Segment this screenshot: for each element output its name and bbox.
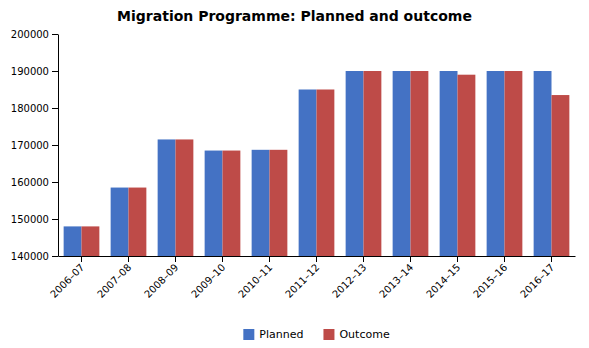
bar bbox=[393, 71, 411, 256]
y-tick-label: 150000 bbox=[11, 214, 49, 225]
x-tick-mark bbox=[175, 256, 176, 262]
legend-item: Planned bbox=[243, 328, 303, 341]
x-tick-mark bbox=[551, 256, 552, 262]
bar bbox=[487, 71, 505, 256]
bar bbox=[346, 71, 364, 256]
y-tick-mark bbox=[52, 256, 58, 257]
x-tick: 2014–15 bbox=[424, 256, 462, 300]
bar bbox=[205, 151, 223, 256]
legend-swatch bbox=[243, 329, 254, 340]
x-tick: 2013–14 bbox=[377, 256, 415, 300]
bar bbox=[440, 71, 458, 256]
x-tick-mark bbox=[410, 256, 411, 262]
y-tick: 160000 bbox=[11, 177, 58, 188]
legend: Planned Outcome bbox=[243, 328, 390, 341]
x-axis: 2006–072007–082008–092009–102010–112011–… bbox=[48, 256, 575, 300]
x-tick: 2012–13 bbox=[330, 256, 368, 300]
x-tick-label: 2014–15 bbox=[424, 262, 462, 300]
x-tick: 2011–12 bbox=[283, 256, 321, 300]
x-tick: 2006–07 bbox=[48, 256, 86, 300]
y-tick: 200000 bbox=[11, 29, 58, 40]
x-tick: 2007–08 bbox=[95, 256, 133, 300]
y-tick: 190000 bbox=[11, 66, 58, 77]
bar bbox=[364, 71, 382, 256]
y-tick-label: 200000 bbox=[11, 29, 49, 40]
x-tick: 2010–11 bbox=[236, 256, 274, 300]
bars bbox=[64, 71, 570, 256]
x-tick-label: 2008–09 bbox=[142, 262, 180, 300]
legend-label: Outcome bbox=[339, 328, 389, 341]
y-tick-mark bbox=[52, 219, 58, 220]
x-tick: 2008–09 bbox=[142, 256, 180, 300]
bar bbox=[223, 151, 241, 256]
bar bbox=[299, 90, 317, 257]
x-tick-label: 2013–14 bbox=[377, 262, 415, 300]
x-tick-label: 2011–12 bbox=[283, 262, 321, 300]
x-tick-label: 2007–08 bbox=[95, 262, 133, 300]
legend-item: Outcome bbox=[323, 328, 389, 341]
bar bbox=[64, 226, 82, 256]
x-tick-label: 2010–11 bbox=[236, 262, 274, 300]
x-tick-mark bbox=[316, 256, 317, 262]
bar bbox=[158, 139, 176, 256]
x-tick: 2015–16 bbox=[471, 256, 509, 300]
bar bbox=[534, 71, 552, 256]
y-tick-mark bbox=[52, 182, 58, 183]
bar-series bbox=[82, 71, 570, 256]
x-tick: 2009–10 bbox=[189, 256, 227, 300]
y-tick-mark bbox=[52, 71, 58, 72]
bar bbox=[458, 75, 476, 256]
x-tick-mark bbox=[457, 256, 458, 262]
bar bbox=[111, 188, 129, 256]
x-tick-mark bbox=[504, 256, 505, 262]
y-tick-label: 170000 bbox=[11, 140, 49, 151]
x-tick-label: 2006–07 bbox=[48, 262, 86, 300]
y-tick-label: 190000 bbox=[11, 66, 49, 77]
bar bbox=[252, 150, 270, 256]
y-tick-mark bbox=[52, 108, 58, 109]
legend-label: Planned bbox=[259, 328, 303, 341]
y-axis-line bbox=[58, 35, 59, 257]
x-tick-label: 2016–17 bbox=[518, 262, 556, 300]
x-tick-mark bbox=[81, 256, 82, 262]
x-tick-mark bbox=[222, 256, 223, 262]
x-tick-label: 2012–13 bbox=[330, 262, 368, 300]
bar bbox=[411, 71, 429, 256]
x-tick-mark bbox=[363, 256, 364, 262]
y-tick: 150000 bbox=[11, 214, 58, 225]
plot: 2006–072007–082008–092009–102010–112011–… bbox=[11, 29, 576, 348]
bar bbox=[82, 226, 100, 256]
y-tick-label: 160000 bbox=[11, 177, 49, 188]
y-tick: 170000 bbox=[11, 140, 58, 151]
bar-series bbox=[64, 71, 552, 256]
bar bbox=[317, 90, 335, 257]
y-axis: 140000 150000 160000 170000 180000 190000 2000… bbox=[11, 29, 59, 262]
y-tick-label: 180000 bbox=[11, 103, 49, 114]
y-tick-mark bbox=[52, 34, 58, 35]
bar bbox=[552, 95, 570, 256]
x-tick-label: 2009–10 bbox=[189, 262, 227, 300]
x-tick-mark bbox=[128, 256, 129, 262]
bar bbox=[505, 71, 523, 256]
title: Migration Programme: Planned and outcome bbox=[117, 8, 472, 24]
bar bbox=[176, 139, 194, 256]
bar bbox=[129, 188, 147, 256]
legend-swatch bbox=[323, 329, 334, 340]
x-tick-mark bbox=[269, 256, 270, 262]
chart-container: 2006–072007–082008–092009–102010–112011–… bbox=[0, 0, 589, 348]
y-tick: 180000 bbox=[11, 103, 58, 114]
x-tick: 2016–17 bbox=[518, 256, 556, 300]
chart: 2006–072007–082008–092009–102010–112011–… bbox=[0, 0, 589, 348]
x-tick-label: 2015–16 bbox=[471, 262, 509, 300]
y-tick-mark bbox=[52, 145, 58, 146]
y-tick: 140000 bbox=[11, 251, 58, 262]
y-tick-label: 140000 bbox=[11, 251, 49, 262]
bar bbox=[270, 150, 288, 256]
